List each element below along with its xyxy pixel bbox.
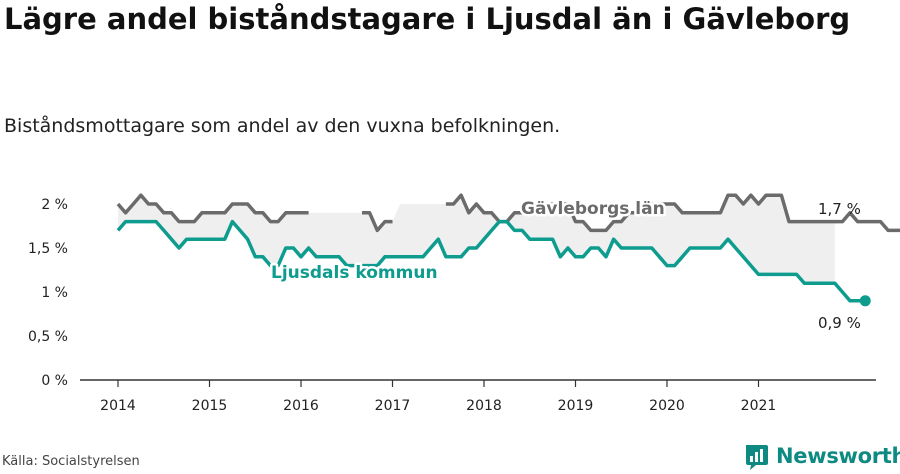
y-tick-label: 0,5 %: [28, 329, 68, 345]
x-tick-label: 2021: [741, 398, 777, 414]
chart-title: Lägre andel biståndstagare i Ljusdal än …: [4, 2, 851, 36]
ljusdal-series-label-halo: Ljusdals kommun: [271, 263, 438, 283]
source-note: Källa: Socialstyrelsen: [2, 454, 140, 469]
x-tick-label: 2014: [100, 398, 136, 414]
chart-subtitle: Biståndsmottagare som andel av den vuxna…: [4, 115, 561, 137]
gavleborg-line: [445, 193, 900, 233]
gavleborg-series-label: Gävleborgs län: [521, 199, 665, 219]
y-axis: 0 % 0,5 % 1 % 1,5 % 2 %: [28, 197, 68, 389]
y-tick-label: 1,5 %: [28, 241, 68, 257]
gap-band: [118, 195, 835, 284]
x-tick-label: 2019: [558, 398, 594, 414]
ljusdal-end-point: [859, 295, 871, 307]
y-tick-label: 2 %: [41, 197, 68, 213]
ljusdal-end-label: 0,9 %: [818, 314, 861, 332]
x-axis: 2014 2015 2016 2017 2018 2019 2020 2021: [80, 379, 876, 414]
x-tick-label: 2016: [283, 398, 319, 414]
brand-name: Newsworthy: [776, 444, 900, 468]
ljusdal-line: [116, 219, 866, 303]
gavleborg-line: [362, 211, 393, 233]
series-lines: [116, 193, 900, 307]
newsworthy-logo-icon: [746, 445, 768, 470]
y-tick-label: 0 %: [41, 373, 68, 389]
x-tick-label: 2017: [375, 398, 411, 414]
brand-logo[interactable]: Newsworthy: [744, 441, 900, 471]
gap-band-layer: [118, 195, 835, 284]
gavleborg-series-label-halo: Gävleborgs län: [521, 199, 665, 219]
y-tick-label: 1 %: [41, 285, 68, 301]
x-tick-label: 2015: [192, 398, 228, 414]
gavleborg-end-label: 1,7 %: [818, 200, 861, 218]
x-tick-label: 2018: [466, 398, 502, 414]
gavleborg-line: [116, 193, 309, 224]
x-tick-label: 2020: [649, 398, 685, 414]
ljusdal-series-label: Ljusdals kommun: [271, 263, 438, 283]
